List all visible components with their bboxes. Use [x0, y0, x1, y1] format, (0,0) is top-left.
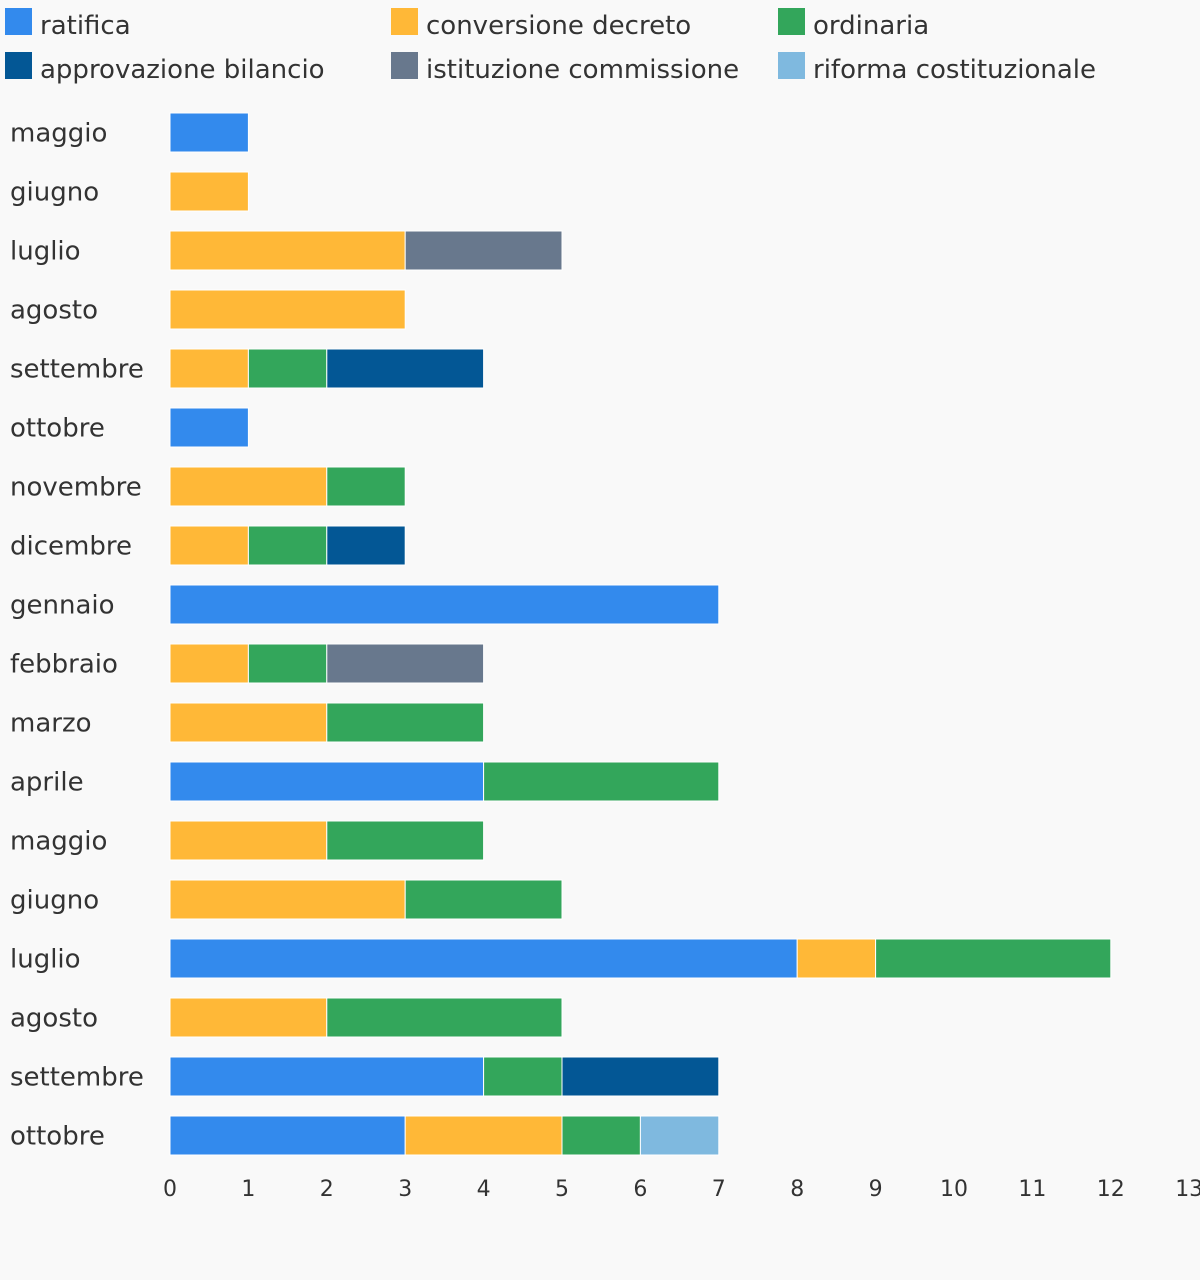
bar-segment-2-1 — [169, 230, 406, 271]
bar-segment-7-2 — [247, 525, 328, 566]
legend-label-0: ratifica — [40, 11, 131, 41]
bar-segment-6-2 — [326, 466, 406, 507]
x-tick-label-1: 1 — [241, 1177, 255, 1202]
bar-segment-14-0 — [169, 938, 798, 979]
category-label-5: ottobre — [10, 414, 105, 444]
category-label-7: dicembre — [10, 532, 132, 562]
x-tick-label-10: 10 — [940, 1177, 968, 1202]
category-label-12: maggio — [10, 827, 107, 857]
bar-segment-15-2 — [326, 997, 563, 1038]
category-label-3: agosto — [10, 296, 98, 326]
category-label-0: maggio — [10, 119, 107, 149]
legend-swatch-1 — [391, 8, 418, 35]
legend-label-2: ordinaria — [813, 11, 929, 41]
bar-segment-15-1 — [169, 997, 328, 1038]
x-tick-label-5: 5 — [555, 1177, 569, 1202]
bar-segment-7-3 — [326, 525, 406, 566]
legend-label-3: approvazione bilancio — [40, 55, 325, 85]
category-label-8: gennaio — [10, 591, 115, 621]
bar-segment-11-2 — [483, 761, 720, 802]
legend-label-4: istituzione commissione — [426, 55, 739, 85]
category-label-14: luglio — [10, 945, 81, 975]
x-tick-label-4: 4 — [477, 1177, 491, 1202]
legend-label-5: riforma costituzionale — [813, 55, 1096, 85]
x-tick-label-3: 3 — [398, 1177, 412, 1202]
legend-swatch-4 — [391, 52, 418, 79]
x-tick-label-8: 8 — [790, 1177, 804, 1202]
bar-segment-6-1 — [169, 466, 328, 507]
bar-segment-12-1 — [169, 820, 328, 861]
bar-segment-4-1 — [169, 348, 249, 389]
bar-segment-2-4 — [404, 230, 563, 271]
bar-segment-9-1 — [169, 643, 249, 684]
category-label-9: febbraio — [10, 650, 118, 680]
category-labels: maggio giugno luglio agosto settembre ottobre… — [10, 119, 144, 1152]
bar-segment-8-0 — [169, 584, 720, 625]
bar-segment-10-1 — [169, 702, 328, 743]
legend-swatch-3 — [5, 52, 32, 79]
bar-segment-14-1 — [796, 938, 877, 979]
category-label-16: settembre — [10, 1063, 144, 1093]
legend-swatch-2 — [778, 8, 805, 35]
category-label-17: ottobre — [10, 1122, 105, 1152]
bar-segment-9-4 — [326, 643, 485, 684]
bar-segment-7-1 — [169, 525, 249, 566]
legend: ratifica conversione decreto ordinaria appr… — [5, 8, 1096, 85]
bars — [169, 112, 1112, 1156]
category-label-11: aprile — [10, 768, 84, 798]
bar-segment-13-2 — [404, 879, 563, 920]
x-tick-label-9: 9 — [869, 1177, 883, 1202]
bar-segment-17-5 — [639, 1115, 720, 1156]
bar-segment-4-3 — [326, 348, 485, 389]
x-tick-label-12: 12 — [1097, 1177, 1125, 1202]
bar-segment-3-1 — [169, 289, 406, 330]
bar-segment-12-2 — [326, 820, 485, 861]
bar-segment-1-1 — [169, 171, 249, 212]
bar-segment-5-0 — [169, 407, 249, 448]
legend-label-1: conversione decreto — [426, 11, 691, 41]
category-label-15: agosto — [10, 1004, 98, 1034]
category-label-13: giugno — [10, 886, 99, 916]
bar-segment-16-2 — [483, 1056, 563, 1097]
bar-segment-16-3 — [561, 1056, 720, 1097]
x-tick-label-11: 11 — [1018, 1177, 1046, 1202]
bar-segment-16-0 — [169, 1056, 485, 1097]
category-label-2: luglio — [10, 237, 81, 267]
category-label-10: marzo — [10, 709, 92, 739]
bar-segment-17-1 — [404, 1115, 563, 1156]
bar-segment-13-1 — [169, 879, 406, 920]
x-axis: 0 1 2 3 4 5 6 7 8 9 10 11 12 13 — [163, 1177, 1200, 1202]
category-label-4: settembre — [10, 355, 144, 385]
x-tick-label-2: 2 — [320, 1177, 334, 1202]
bar-segment-10-2 — [326, 702, 485, 743]
bar-segment-11-0 — [169, 761, 485, 802]
x-tick-label-13: 13 — [1175, 1177, 1200, 1202]
x-tick-label-6: 6 — [633, 1177, 647, 1202]
bar-segment-4-2 — [247, 348, 328, 389]
bar-segment-17-2 — [561, 1115, 641, 1156]
x-tick-label-7: 7 — [712, 1177, 726, 1202]
category-label-6: novembre — [10, 473, 142, 503]
bar-segment-14-2 — [875, 938, 1112, 979]
x-tick-label-0: 0 — [163, 1177, 177, 1202]
legend-swatch-5 — [778, 52, 805, 79]
bar-segment-0-0 — [169, 112, 249, 153]
category-label-1: giugno — [10, 178, 99, 208]
bar-segment-17-0 — [169, 1115, 406, 1156]
bar-segment-9-2 — [247, 643, 328, 684]
legend-swatch-0 — [5, 8, 32, 35]
